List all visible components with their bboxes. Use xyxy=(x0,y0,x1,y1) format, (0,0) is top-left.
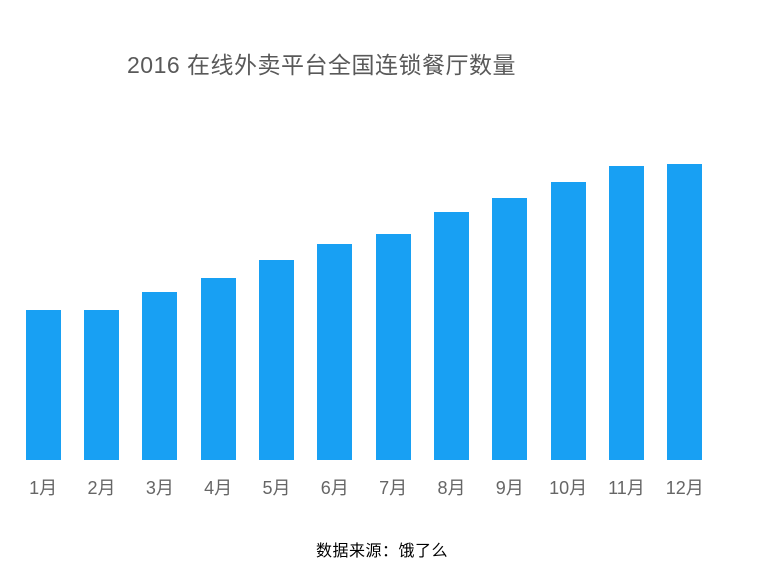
bar-column xyxy=(189,150,247,460)
bar-column xyxy=(481,150,539,460)
bar xyxy=(433,212,469,460)
x-axis-label: 5月 xyxy=(262,478,291,498)
bar xyxy=(25,310,61,460)
data-source-caption: 数据来源：饿了么 xyxy=(315,543,448,560)
bar-column xyxy=(131,150,189,460)
bar-column xyxy=(539,150,597,460)
x-axis-label: 6月 xyxy=(320,478,349,498)
x-axis-label: 9月 xyxy=(495,478,524,498)
bar-column xyxy=(306,150,364,460)
x-axis-label: 11月 xyxy=(608,478,645,498)
x-axis-label: 4月 xyxy=(204,478,233,498)
x-axis-label: 8月 xyxy=(437,478,466,498)
bar xyxy=(667,164,703,460)
bar xyxy=(317,244,353,460)
bar xyxy=(492,198,528,460)
x-axis-label: 1月 xyxy=(29,478,58,498)
bar-column xyxy=(422,150,480,460)
bar-column xyxy=(597,150,655,460)
x-axis-label: 12月 xyxy=(665,478,704,498)
bar-column xyxy=(14,150,72,460)
chart-title: 2016 在线外卖平台全国连锁餐厅数量 xyxy=(127,52,517,78)
bar xyxy=(608,166,644,460)
bar-column xyxy=(72,150,130,460)
bar xyxy=(142,292,178,460)
bar-column xyxy=(247,150,305,460)
x-axis-label: 2月 xyxy=(87,478,116,498)
x-axis-labels: 1月 2月 3月 4月 5月 6月 7月 8月 9月 10月 11月 12月 xyxy=(14,474,714,500)
bar xyxy=(200,278,236,460)
x-axis-label: 3月 xyxy=(145,478,174,498)
bar-chart-plot xyxy=(14,150,714,460)
bar xyxy=(258,260,294,460)
bar xyxy=(375,234,411,460)
bar xyxy=(550,182,586,460)
bar xyxy=(83,310,119,460)
bar-column xyxy=(364,150,422,460)
x-axis-label: 7月 xyxy=(379,478,408,498)
bar-column xyxy=(656,150,714,460)
x-axis-label: 10月 xyxy=(549,478,588,498)
